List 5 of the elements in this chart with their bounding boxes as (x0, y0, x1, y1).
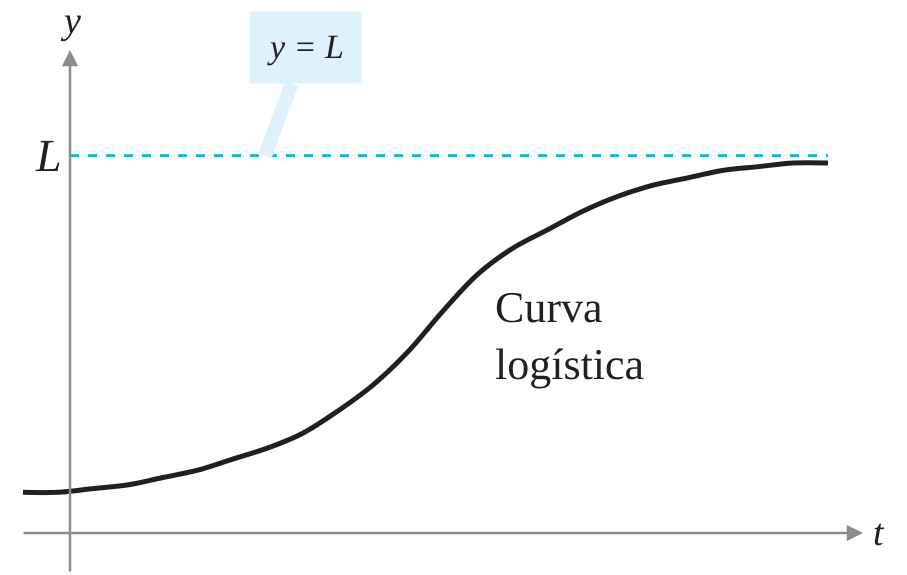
annotation: y = L (267, 29, 344, 66)
y-axis-title: y (60, 0, 81, 42)
x-axis-title: t (873, 512, 885, 554)
series-label: Curva logística (495, 283, 644, 390)
ref-line-label: L (35, 130, 62, 181)
